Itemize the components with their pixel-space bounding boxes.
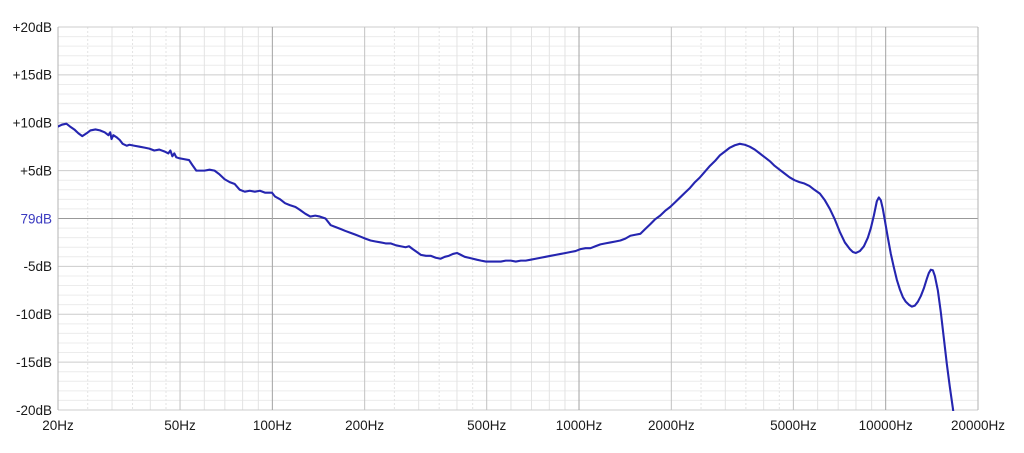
x-tick-label: 10000Hz: [859, 418, 913, 433]
y-tick-label-reference-spl: 79dB: [20, 211, 52, 226]
y-tick-label: +5dB: [20, 163, 52, 178]
x-tick-label: 20000Hz: [951, 418, 1005, 433]
response-curve: [58, 122, 955, 411]
x-tick-label: 2000Hz: [648, 418, 695, 433]
x-tick-label: 1000Hz: [556, 418, 603, 433]
x-tick-label: 5000Hz: [770, 418, 817, 433]
x-tick-label: 500Hz: [467, 418, 506, 433]
curve-layer: [58, 122, 955, 411]
y-tick-label: +20dB: [13, 20, 52, 35]
y-tick-label: -10dB: [16, 307, 52, 322]
y-tick-label: +15dB: [13, 68, 52, 83]
y-tick-label: +10dB: [13, 116, 52, 131]
axis-labels-layer: +20dB +15dB +10dB +5dB 79dB -5dB -10dB -15dB -20…: [13, 20, 1006, 433]
grid-minor-layer: [58, 27, 978, 410]
y-tick-label: -15dB: [16, 355, 52, 370]
x-tick-label: 20Hz: [42, 418, 74, 433]
y-tick-label: -20dB: [16, 403, 52, 418]
x-tick-label: 200Hz: [345, 418, 384, 433]
x-tick-label: 50Hz: [164, 418, 196, 433]
y-tick-label: -5dB: [23, 259, 52, 274]
grid-major-layer: [57, 26, 979, 411]
x-tick-label: 100Hz: [253, 418, 292, 433]
